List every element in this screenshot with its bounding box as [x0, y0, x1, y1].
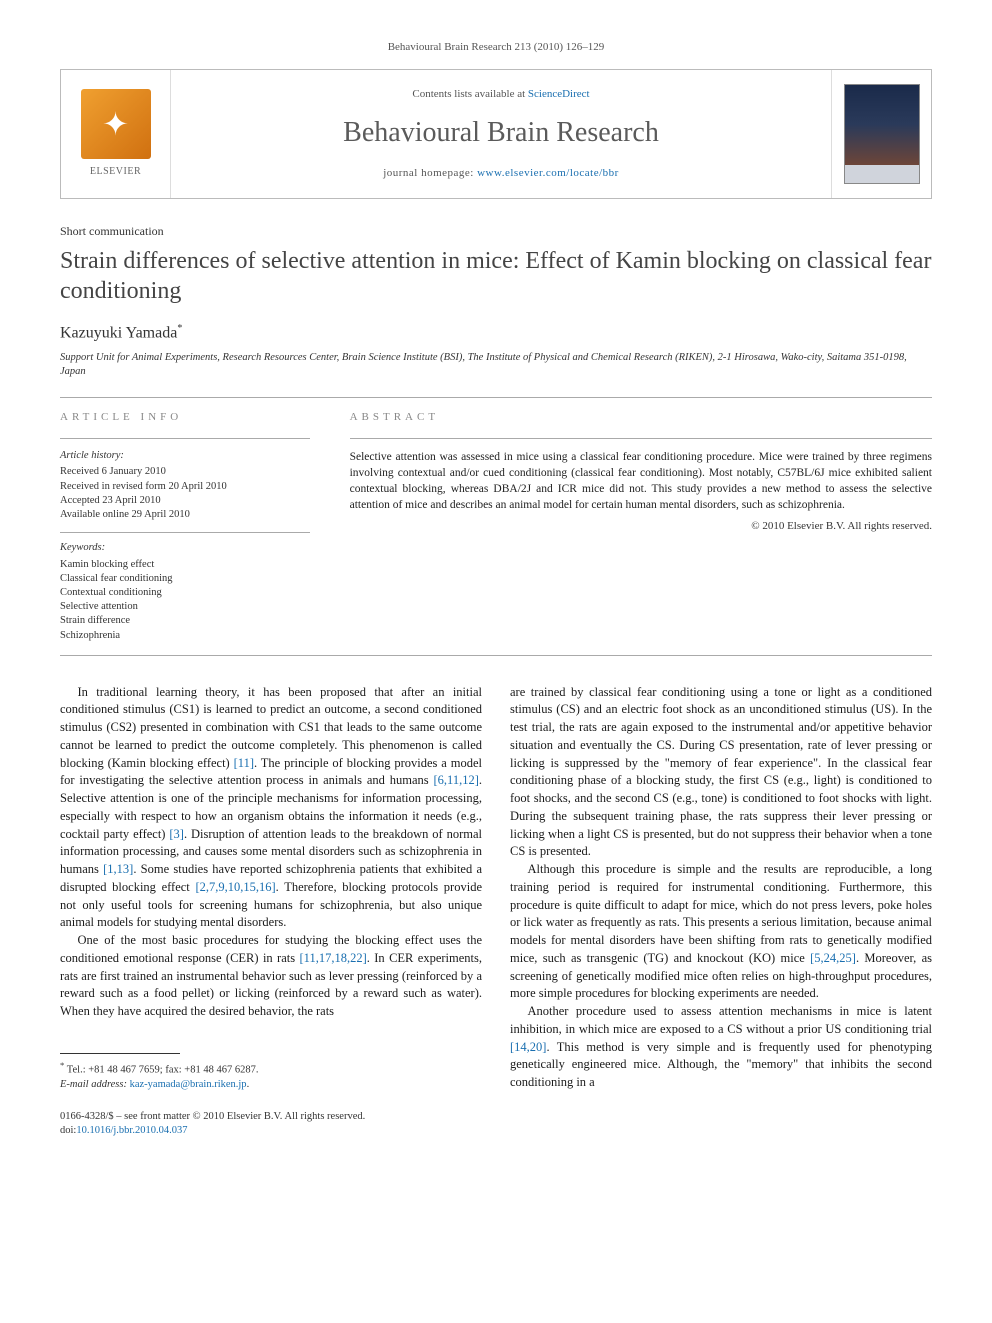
journal-cover-block	[831, 70, 931, 198]
homepage-prefix: journal homepage:	[383, 167, 477, 179]
keyword: Selective attention	[60, 600, 310, 614]
journal-name: Behavioural Brain Research	[343, 113, 659, 152]
body-columns: In traditional learning theory, it has b…	[60, 684, 932, 1138]
article-history-label: Article history:	[60, 449, 310, 464]
keyword: Contextual conditioning	[60, 586, 310, 600]
rule-top	[60, 397, 932, 398]
history-online: Available online 29 April 2010	[60, 508, 310, 522]
keywords-label: Keywords:	[60, 541, 310, 556]
body-col-left: In traditional learning theory, it has b…	[60, 684, 482, 1138]
abstract-block: ABSTRACT Selective attention was assesse…	[350, 410, 932, 642]
corresponding-footer: * Tel.: +81 48 467 7659; fax: +81 48 467…	[60, 1053, 482, 1092]
doi-line: doi:10.1016/j.bbr.2010.04.037	[60, 1124, 482, 1138]
ref-link[interactable]: [1,13]	[103, 862, 133, 876]
article-info-heading: ARTICLE INFO	[60, 410, 310, 425]
journal-header-center: Contents lists available at ScienceDirec…	[171, 70, 831, 198]
rule-abstract	[350, 438, 932, 439]
author-text: Kazuyuki Yamada	[60, 325, 177, 342]
body-paragraph: One of the most basic procedures for stu…	[60, 932, 482, 1021]
publisher-logo-block: ✦ ELSEVIER	[61, 70, 171, 198]
issn-line: 0166-4328/$ – see front matter © 2010 El…	[60, 1110, 482, 1124]
email-suffix: .	[247, 1079, 250, 1090]
email-link[interactable]: kaz-yamada@brain.riken.jp	[130, 1079, 247, 1090]
ref-link[interactable]: [14,20]	[510, 1040, 546, 1054]
abstract-text: Selective attention was assessed in mice…	[350, 449, 932, 513]
journal-cover-icon	[844, 84, 920, 184]
body-paragraph: Another procedure used to assess attenti…	[510, 1003, 932, 1092]
sciencedirect-link[interactable]: ScienceDirect	[528, 88, 590, 100]
keyword: Schizophrenia	[60, 629, 310, 643]
body-paragraph: In traditional learning theory, it has b…	[60, 684, 482, 933]
elsevier-logo-icon: ✦	[81, 89, 151, 159]
journal-homepage-link[interactable]: www.elsevier.com/locate/bbr	[477, 167, 619, 179]
keyword: Classical fear conditioning	[60, 572, 310, 586]
body-text: . This method is very simple and is freq…	[510, 1040, 932, 1090]
contents-prefix: Contents lists available at	[412, 88, 527, 100]
body-text: Although this procedure is simple and th…	[510, 862, 932, 965]
body-col-right: are trained by classical fear conditioni…	[510, 684, 932, 1138]
article-meta-row: ARTICLE INFO Article history: Received 6…	[60, 410, 932, 642]
running-head: Behavioural Brain Research 213 (2010) 12…	[60, 40, 932, 55]
rule-keywords	[60, 532, 310, 533]
corresponding-text: Tel.: +81 48 467 7659; fax: +81 48 467 6…	[64, 1064, 258, 1075]
corresponding-marker: *	[177, 323, 182, 334]
keyword: Strain difference	[60, 614, 310, 628]
ref-link[interactable]: [3]	[169, 827, 184, 841]
abstract-heading: ABSTRACT	[350, 410, 932, 425]
body-paragraph: Although this procedure is simple and th…	[510, 861, 932, 1003]
email-label: E-mail address:	[60, 1079, 130, 1090]
article-type: Short communication	[60, 223, 932, 240]
contents-list-line: Contents lists available at ScienceDirec…	[412, 87, 589, 102]
page-footer: 0166-4328/$ – see front matter © 2010 El…	[60, 1110, 482, 1138]
history-revised: Received in revised form 20 April 2010	[60, 480, 310, 494]
journal-header: ✦ ELSEVIER Contents lists available at S…	[60, 69, 932, 199]
email-line: E-mail address: kaz-yamada@brain.riken.j…	[60, 1078, 482, 1092]
body-paragraph: are trained by classical fear conditioni…	[510, 684, 932, 862]
ref-link[interactable]: [11]	[234, 756, 254, 770]
author-affiliation: Support Unit for Animal Experiments, Res…	[60, 351, 932, 379]
doi-link[interactable]: 10.1016/j.bbr.2010.04.037	[76, 1125, 187, 1136]
rule-bottom	[60, 655, 932, 656]
keyword: Kamin blocking effect	[60, 558, 310, 572]
rule-info	[60, 438, 310, 439]
corresponding-note: * Tel.: +81 48 467 7659; fax: +81 48 467…	[60, 1060, 482, 1078]
ref-link[interactable]: [6,11,12]	[434, 773, 479, 787]
footnote-rule	[60, 1053, 180, 1054]
article-title: Strain differences of selective attentio…	[60, 246, 932, 306]
ref-link[interactable]: [2,7,9,10,15,16]	[195, 880, 275, 894]
ref-link[interactable]: [11,17,18,22]	[300, 951, 367, 965]
journal-homepage-line: journal homepage: www.elsevier.com/locat…	[383, 166, 619, 181]
history-accepted: Accepted 23 April 2010	[60, 494, 310, 508]
doi-prefix: doi:	[60, 1125, 76, 1136]
body-text: are trained by classical fear conditioni…	[510, 685, 932, 859]
article-info-block: ARTICLE INFO Article history: Received 6…	[60, 410, 310, 642]
abstract-copyright: © 2010 Elsevier B.V. All rights reserved…	[350, 519, 932, 534]
body-text: Another procedure used to assess attenti…	[510, 1004, 932, 1036]
ref-link[interactable]: [5,24,25]	[810, 951, 856, 965]
history-received: Received 6 January 2010	[60, 465, 310, 479]
publisher-name: ELSEVIER	[90, 165, 141, 179]
author-name: Kazuyuki Yamada*	[60, 322, 932, 345]
